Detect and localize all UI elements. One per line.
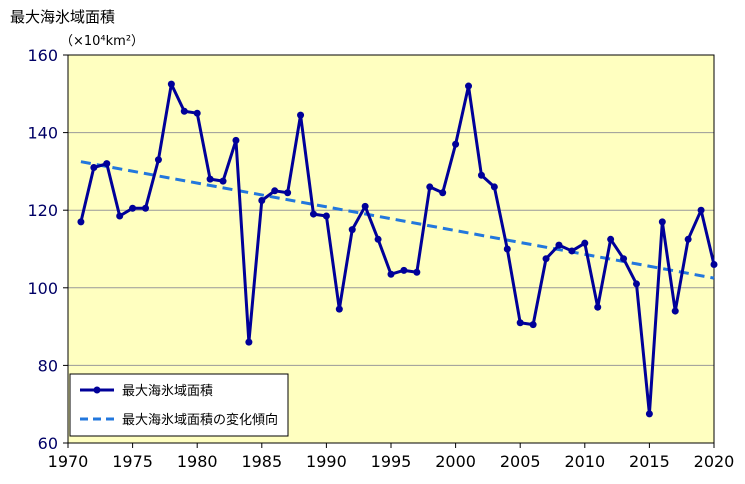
- x-tick-label-1995: 1995: [371, 452, 412, 471]
- data-point-2016: [658, 218, 666, 226]
- data-point-2019: [697, 206, 705, 214]
- x-tick-label-2015: 2015: [629, 452, 670, 471]
- data-point-2002: [477, 171, 485, 179]
- x-tick-label-2005: 2005: [500, 452, 541, 471]
- data-point-1976: [142, 204, 150, 212]
- data-point-1991: [335, 305, 343, 313]
- data-point-1986: [271, 187, 279, 195]
- x-tick-label-1980: 1980: [177, 452, 218, 471]
- data-point-2006: [529, 321, 537, 329]
- data-point-1971: [77, 218, 85, 226]
- data-point-2015: [645, 410, 653, 418]
- data-point-1975: [129, 204, 137, 212]
- data-point-2012: [607, 235, 615, 243]
- x-tick-label-1970: 1970: [48, 452, 89, 471]
- data-point-2020: [710, 261, 718, 269]
- data-point-2000: [452, 140, 460, 148]
- data-point-2017: [671, 307, 679, 315]
- data-point-2009: [568, 247, 576, 255]
- data-point-2001: [465, 82, 473, 90]
- data-point-1990: [322, 212, 330, 220]
- data-point-1987: [284, 189, 292, 197]
- data-point-2008: [555, 241, 563, 249]
- y-axis-unit: （×10⁴km²）: [60, 34, 145, 49]
- data-point-1996: [400, 266, 408, 274]
- data-point-1974: [116, 212, 124, 220]
- data-point-1977: [154, 156, 162, 164]
- legend-label-series: 最大海氷域面積: [122, 384, 213, 399]
- data-point-1989: [309, 210, 317, 218]
- data-point-1992: [348, 226, 356, 234]
- data-point-1983: [232, 136, 240, 144]
- data-point-2014: [632, 280, 640, 288]
- data-point-1985: [258, 197, 266, 204]
- data-point-2005: [516, 319, 524, 327]
- data-point-1984: [245, 338, 253, 346]
- legend-label-trend: 最大海氷域面積の変化傾向: [122, 412, 278, 428]
- data-point-2018: [684, 235, 692, 243]
- data-point-1982: [219, 177, 227, 185]
- data-point-1993: [361, 202, 369, 210]
- x-tick-label-2000: 2000: [435, 452, 476, 471]
- x-tick-label-2020: 2020: [694, 452, 735, 471]
- y-axis-title: 最大海氷域面積: [10, 8, 116, 26]
- x-tick-label-1985: 1985: [241, 452, 282, 471]
- data-point-1972: [90, 164, 98, 172]
- data-point-2003: [490, 183, 498, 191]
- x-tick-label-1990: 1990: [306, 452, 347, 471]
- data-point-1995: [387, 270, 395, 278]
- data-point-1998: [426, 183, 434, 191]
- data-point-1978: [167, 80, 175, 88]
- y-tick-label-60: 60: [38, 434, 58, 453]
- y-tick-label-140: 140: [27, 124, 58, 143]
- series-trend-line: [80, 160, 715, 280]
- data-point-1979: [180, 107, 188, 115]
- data-point-2013: [620, 255, 628, 263]
- data-point-2004: [503, 245, 511, 253]
- legend-marker-series: [93, 386, 101, 394]
- data-point-1988: [297, 111, 305, 119]
- data-point-1997: [413, 268, 421, 276]
- y-tick-label-120: 120: [27, 201, 58, 220]
- data-point-2007: [542, 255, 550, 263]
- y-tick-label-100: 100: [27, 279, 58, 298]
- y-tick-label-160: 160: [27, 46, 58, 65]
- legend-box: [69, 373, 289, 437]
- data-point-1981: [206, 175, 214, 183]
- x-tick-label-2010: 2010: [564, 452, 605, 471]
- data-point-1994: [374, 235, 382, 243]
- y-tick-label-80: 80: [38, 356, 58, 375]
- data-point-2010: [581, 239, 589, 247]
- data-point-2011: [594, 303, 602, 311]
- data-point-1980: [193, 109, 201, 117]
- data-point-1973: [103, 160, 111, 168]
- data-point-1999: [439, 189, 447, 197]
- x-tick-label-1975: 1975: [112, 452, 153, 471]
